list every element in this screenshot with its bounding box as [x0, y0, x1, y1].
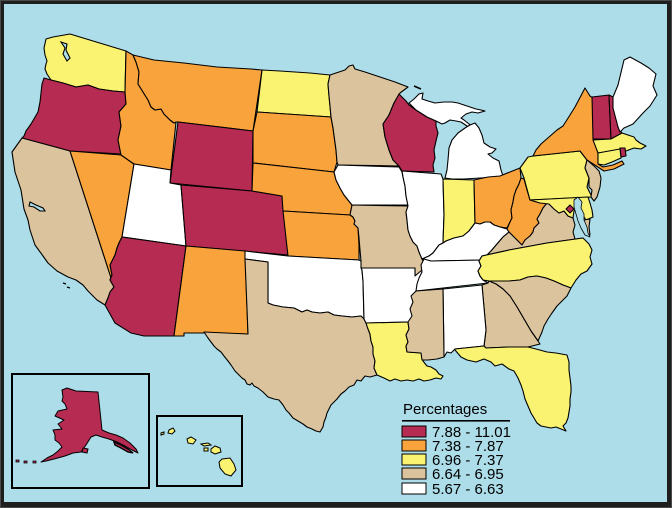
svg-text:5.67 - 6.63: 5.67 - 6.63 — [432, 481, 504, 498]
svg-text:7.38 - 7.87: 7.38 - 7.87 — [432, 438, 504, 455]
svg-text:Percentages: Percentages — [403, 401, 487, 418]
svg-text:6.96 - 7.37: 6.96 - 7.37 — [432, 452, 504, 469]
svg-text:6.64 - 6.95: 6.64 - 6.95 — [432, 466, 504, 483]
svg-text:7.88 - 11.01: 7.88 - 11.01 — [432, 424, 511, 441]
